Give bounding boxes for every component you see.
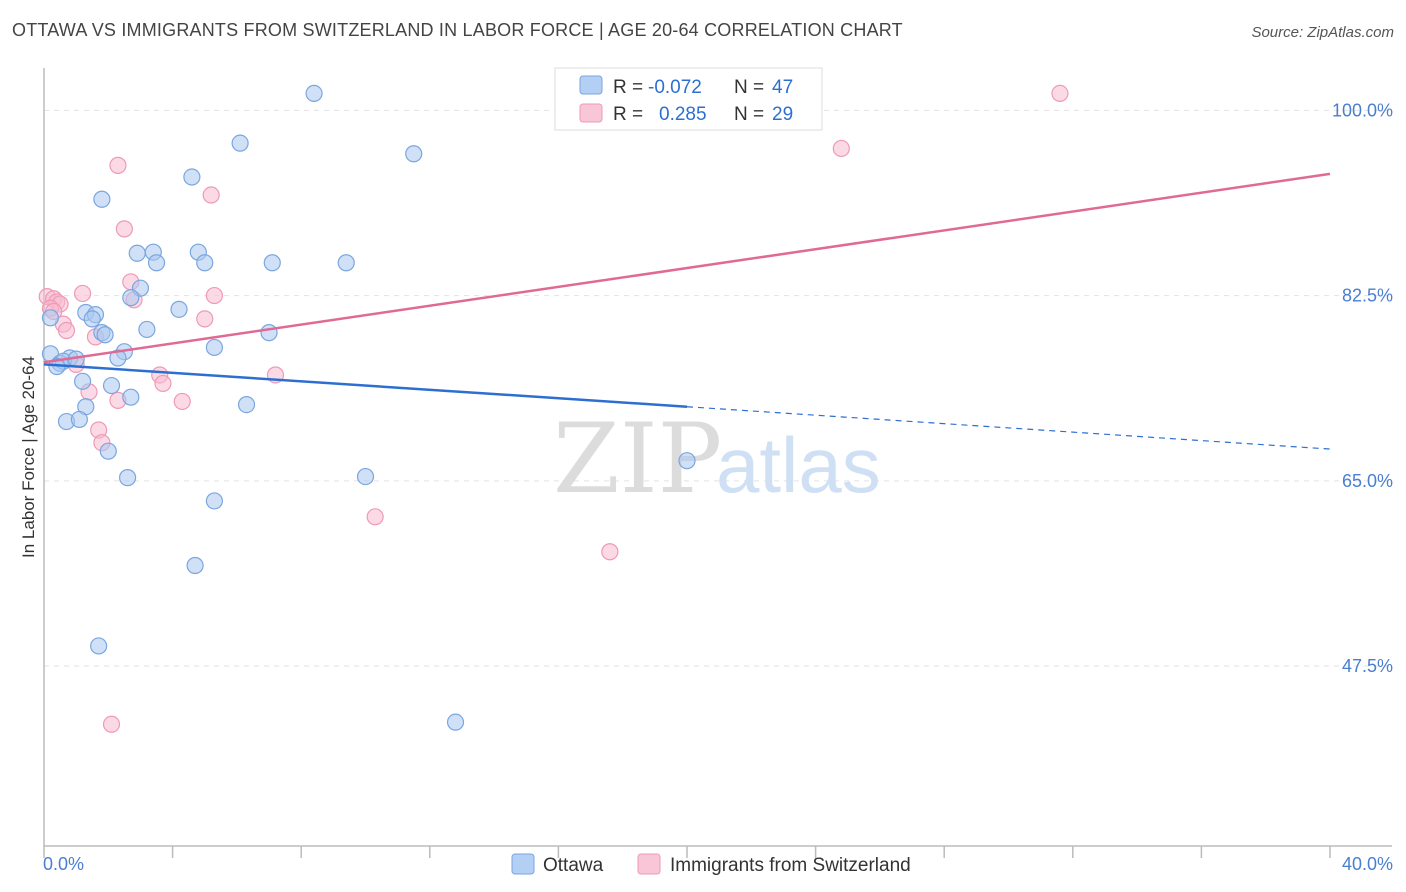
ottawa-point-46 <box>446 713 465 731</box>
x-tick-label-0: 0.0% <box>43 854 84 874</box>
ottawa-n-label: N = <box>734 77 764 98</box>
ottawa-r-label: R = <box>613 77 643 98</box>
swiss-point-29 <box>601 543 619 561</box>
y-tick-label-1: 82.5% <box>1342 286 1393 306</box>
ottawa-point-38 <box>70 410 88 429</box>
y-axis-labels: 100.0% 82.5% 65.0% 47.5% <box>1332 100 1393 676</box>
ottawa-point-34 <box>122 388 140 406</box>
ottawa-point-42 <box>356 467 375 486</box>
y-axis-title: In Labor Force | Age 20-64 <box>19 356 38 558</box>
ottawa-point-1 <box>231 134 249 152</box>
ottawa-point-26 <box>109 349 127 367</box>
legend-ottawa-swatch <box>511 853 535 875</box>
x-axis-ticks <box>43 846 1331 858</box>
ottawa-point-22 <box>96 326 114 344</box>
watermark-zip: ZIP <box>553 403 722 515</box>
swiss-point-7 <box>205 286 223 305</box>
swiss-n-value: 29 <box>772 104 793 125</box>
ottawa-trend-line <box>43 363 688 408</box>
swiss-point-15 <box>196 310 214 328</box>
ottawa-point-45 <box>90 637 108 655</box>
swiss-r-label: R = <box>613 104 643 125</box>
ottawa-point-36 <box>237 396 256 414</box>
ottawa-point-9 <box>196 254 214 272</box>
swiss-point-30 <box>102 715 121 733</box>
ottawa-point-2 <box>405 145 423 163</box>
swiss-point-1 <box>832 139 850 158</box>
legend-swiss-label: Immigrants from Switzerland <box>670 855 911 876</box>
ottawa-r-value: -0.072 <box>648 77 702 98</box>
watermark-atlas: atlas <box>716 421 881 509</box>
ottawa-point-18 <box>41 309 60 327</box>
ottawa-point-11 <box>337 254 355 272</box>
x-tick-label-1: 40.0% <box>1342 854 1393 874</box>
ottawa-point-4 <box>93 190 111 208</box>
y-tick-label-3: 47.5% <box>1342 656 1393 676</box>
trend-lines <box>43 172 1331 450</box>
y-tick-label-0: 100.0% <box>1332 100 1393 120</box>
ottawa-trend-extension <box>686 406 1331 450</box>
ottawa-legend-swatch <box>579 75 603 95</box>
x-axis-labels: 0.0% 40.0% <box>43 854 1393 874</box>
stats-legend: R = -0.072 N = 47 R = 0.285 N = 29 <box>554 67 823 131</box>
ottawa-point-19 <box>138 320 156 339</box>
swiss-point-17 <box>57 321 76 340</box>
swiss-r-value: 0.285 <box>659 104 707 125</box>
ottawa-point-41 <box>118 469 137 487</box>
ottawa-point-8 <box>147 254 166 272</box>
y-tick-label-2: 65.0% <box>1342 471 1393 491</box>
ottawa-point-32 <box>73 372 92 390</box>
source-credit: Source: ZipAtlas.com <box>1251 24 1394 41</box>
ottawa-point-44 <box>186 556 204 575</box>
ottawa-point-3 <box>183 168 201 186</box>
swiss-point-22 <box>154 374 172 393</box>
swiss-point-4 <box>115 220 133 238</box>
swiss-point-6 <box>73 284 92 303</box>
swiss-trend-line <box>43 172 1331 364</box>
series-legend: Ottawa Immigrants from Switzerland <box>511 853 911 876</box>
ottawa-point-39 <box>99 442 117 460</box>
ottawa-point-33 <box>102 376 121 395</box>
ottawa-point-5 <box>128 244 146 262</box>
swiss-point-0 <box>1051 84 1069 103</box>
ottawa-point-23 <box>205 338 223 357</box>
swiss-point-3 <box>202 186 220 204</box>
ottawa-point-20 <box>260 324 278 342</box>
legend-swiss-label-swatch <box>637 853 661 875</box>
swiss-n-label: N = <box>734 104 764 125</box>
ottawa-point-13 <box>122 289 140 307</box>
ottawa-point-10 <box>263 254 281 272</box>
swiss-point-2 <box>109 156 127 174</box>
ottawa-point-43 <box>205 492 223 510</box>
chart-title: OTTAWA VS IMMIGRANTS FROM SWITZERLAND IN… <box>12 20 903 40</box>
ottawa-n-value: 47 <box>772 77 793 98</box>
ottawa-point-17 <box>83 310 101 328</box>
ottawa-point-40 <box>678 452 696 470</box>
legend-ottawa-label: Ottawa <box>543 855 604 876</box>
ottawa-point-0 <box>305 84 323 103</box>
swiss-point-25 <box>173 392 191 411</box>
swiss-point-28 <box>366 508 384 526</box>
swiss-series <box>38 84 1069 733</box>
swiss-legend-swatch <box>579 103 603 123</box>
ottawa-point-14 <box>170 300 188 318</box>
